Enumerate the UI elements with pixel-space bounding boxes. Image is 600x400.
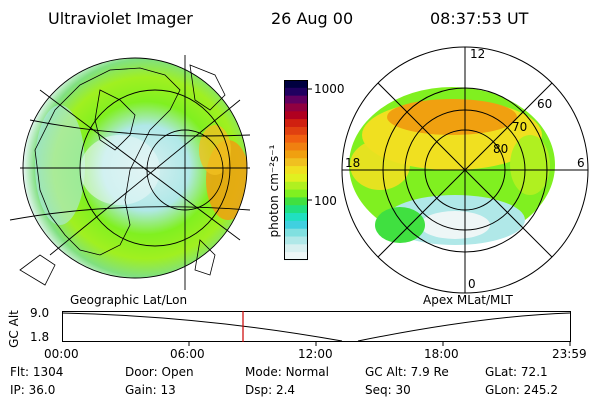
info-mode: Mode: Normal — [245, 365, 329, 379]
colorbar-swatch — [284, 252, 308, 261]
time-tick-1: 06:00 — [170, 347, 205, 361]
mlt-label-bottom: 0 — [468, 277, 476, 291]
colorbar-ticks — [307, 88, 312, 201]
colorbar-tick-1000: 1000 — [314, 82, 345, 96]
info-seq: Seq: 30 — [365, 383, 411, 397]
mlat-label-60: 60 — [537, 97, 553, 111]
colorbar-unit-label: photon cm⁻²s⁻¹ — [267, 144, 281, 238]
instrument-title: Ultraviolet Imager — [48, 9, 193, 28]
colorbar-swatch — [284, 126, 308, 136]
time-tick-2: 12:00 — [298, 347, 333, 361]
colorbar-swatch — [284, 236, 308, 245]
geographic-image — [9, 55, 251, 290]
colorbar-swatch — [284, 95, 308, 105]
apex-image — [341, 46, 589, 294]
lat-lon-grid — [9, 55, 251, 290]
altitude-plot — [61, 311, 571, 346]
colorbar-swatch — [284, 197, 308, 206]
colorbar-swatch — [284, 166, 308, 175]
colorbar-swatch — [284, 158, 308, 167]
colorbar-swatch — [284, 134, 308, 144]
mlat-label-80: 80 — [493, 142, 509, 156]
colorbar-swatch — [284, 80, 308, 89]
colorbar-swatch — [284, 228, 308, 238]
time-tick-0: 00:00 — [44, 347, 79, 361]
colorbar-swatch — [284, 181, 308, 191]
info-ip: IP: 36.0 — [10, 383, 56, 397]
colorbar-swatch — [284, 213, 308, 222]
mlt-label-right: 6 — [577, 156, 585, 170]
colorbar-swatch — [284, 173, 308, 183]
info-gc-alt: GC Alt: 7.9 Re — [365, 365, 449, 379]
mlt-label-top: 12 — [470, 47, 486, 61]
colorbar-swatch — [284, 119, 308, 128]
info-glat: GLat: 72.1 — [485, 365, 548, 379]
mlat-label-70: 70 — [512, 120, 528, 134]
info-glon: GLon: 245.2 — [485, 383, 558, 397]
colorbar-swatch — [284, 205, 308, 214]
time-tick-3: 18:00 — [424, 347, 459, 361]
time-tick-4: 23:59 — [552, 347, 587, 361]
altitude-tick-high: 9.0 — [30, 306, 50, 320]
colorbar-swatch — [284, 103, 308, 112]
coastlines — [19, 64, 226, 286]
info-door: Door: Open — [125, 365, 194, 379]
time-label: 08:37:53 UT — [430, 9, 529, 28]
colorbar-swatch — [284, 142, 308, 152]
date-label: 26 Aug 00 — [271, 9, 354, 28]
altitude-axis-label: GC Alt — [7, 310, 21, 348]
colorbar-swatch — [284, 150, 308, 159]
info-dsp: Dsp: 2.4 — [245, 383, 296, 397]
colorbar-swatch — [284, 189, 308, 198]
info-flt: Flt: 1304 — [10, 365, 64, 379]
geographic-panel-label: Geographic Lat/Lon — [70, 293, 188, 307]
colorbar-swatch — [284, 111, 308, 120]
mlt-label-left: 18 — [345, 156, 361, 170]
colorbar — [284, 80, 308, 261]
mlat-mlt-grid — [341, 46, 589, 294]
colorbar-swatch — [284, 244, 308, 253]
colorbar-tick-100: 100 — [314, 194, 337, 208]
info-gain: Gain: 13 — [125, 383, 176, 397]
colorbar-swatch — [284, 220, 308, 230]
colorbar-swatch — [284, 87, 308, 97]
altitude-tick-low: 1.8 — [30, 330, 50, 344]
apex-panel-label: Apex MLat/MLT — [423, 293, 513, 307]
